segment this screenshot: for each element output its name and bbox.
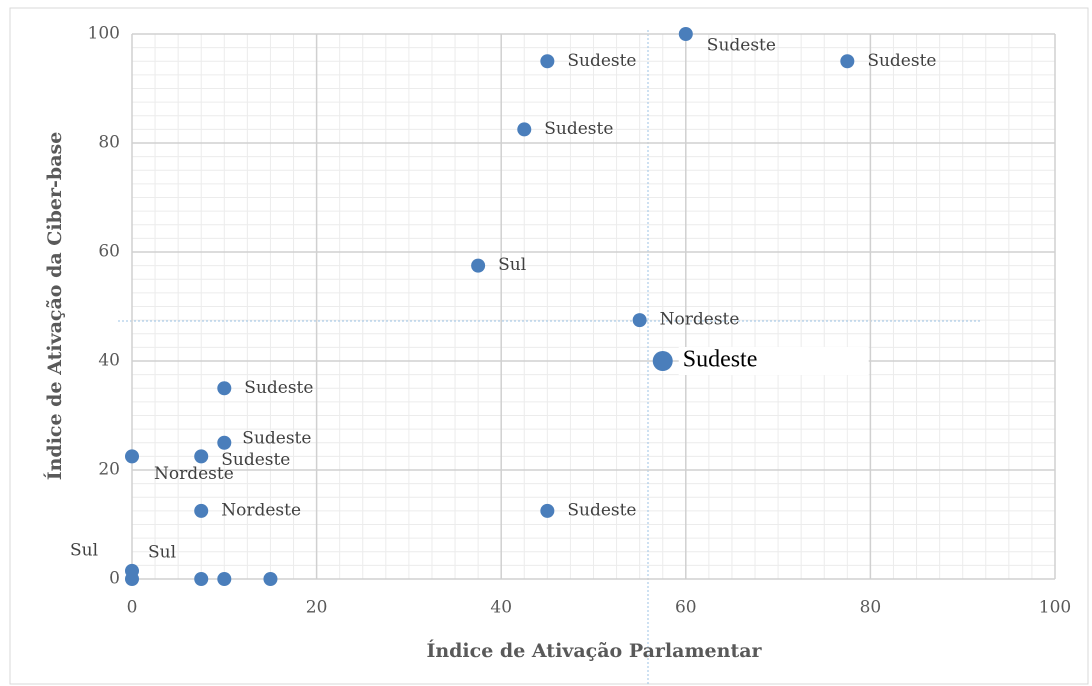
x-axis-title: Índice de Ativação Parlamentar — [426, 639, 762, 662]
point — [217, 572, 232, 586]
point — [125, 572, 139, 586]
point — [471, 258, 486, 273]
point — [217, 381, 232, 396]
point-label: Sudeste — [244, 378, 313, 398]
point-label: Sudeste — [683, 347, 758, 373]
x-tick-label: 20 — [306, 598, 328, 618]
x-tick-label: 100 — [1039, 598, 1071, 618]
point-label: Sul — [148, 543, 176, 563]
point — [652, 351, 673, 371]
point — [517, 122, 532, 137]
point-label: Sudeste — [221, 450, 290, 470]
point — [632, 313, 647, 328]
point — [194, 503, 209, 518]
x-tick-label: 40 — [490, 598, 512, 618]
label-background — [678, 347, 869, 375]
point-label: Nordeste — [660, 310, 740, 330]
y-axis-title: Índice de Ativação da Ciber-base — [43, 132, 66, 481]
y-tick-label: 60 — [98, 242, 120, 262]
point-label: Nordeste — [221, 500, 301, 520]
x-tick-label: 0 — [127, 598, 138, 618]
point-label: Sudeste — [707, 36, 776, 56]
point-label: Sul — [498, 255, 526, 275]
point — [194, 449, 209, 464]
point — [263, 572, 278, 586]
point-label: Sudeste — [567, 500, 636, 520]
point-label: Sul — [70, 540, 98, 560]
point — [125, 449, 139, 464]
x-tick-label: 60 — [675, 598, 697, 618]
y-tick-label: 0 — [109, 569, 120, 589]
chart-frame — [9, 7, 1089, 685]
grid — [131, 33, 1056, 580]
point — [540, 54, 555, 69]
point — [540, 503, 555, 518]
y-tick-label: 20 — [98, 460, 120, 480]
point — [840, 54, 855, 69]
y-tick-label: 40 — [98, 351, 120, 371]
point-label: Nordeste — [154, 464, 234, 484]
point — [194, 572, 209, 586]
y-tick-label: 80 — [98, 133, 120, 153]
x-tick-label: 80 — [860, 598, 882, 618]
point — [678, 27, 693, 41]
point-label: Sudeste — [544, 119, 613, 139]
y-tick-label: 100 — [88, 24, 120, 44]
point — [217, 435, 232, 450]
point-label: Sudeste — [567, 51, 636, 71]
point-label: Sudeste — [867, 51, 936, 71]
point-label: Sudeste — [242, 428, 311, 448]
